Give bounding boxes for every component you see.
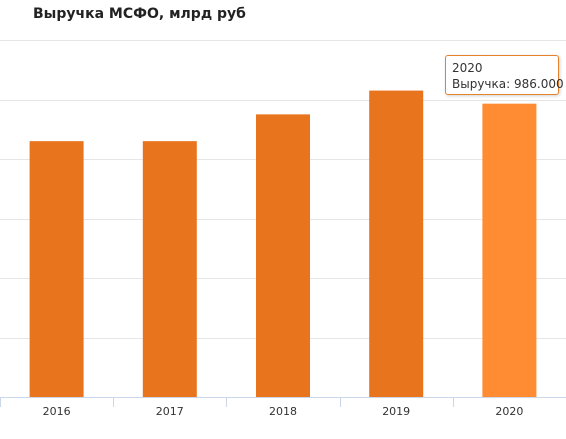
x-axis: 2016 2017 2018 2019 2020	[0, 397, 566, 418]
tooltip-category: 2020	[452, 61, 483, 75]
x-tick-label: 2020	[495, 405, 523, 418]
x-tick-label: 2019	[382, 405, 410, 418]
bar-2019[interactable]	[369, 90, 424, 397]
bar-2020[interactable]	[482, 103, 537, 397]
x-tick-label: 2018	[269, 405, 297, 418]
tooltip-value-line: Выручка: 986.000	[452, 77, 564, 91]
chart-title: Выручка МСФО, млрд руб	[33, 6, 246, 22]
bars	[29, 90, 537, 397]
bar-2017[interactable]	[142, 141, 197, 397]
x-tick-label: 2017	[156, 405, 184, 418]
tooltip-value: 986.000	[513, 77, 564, 91]
x-tick-label: 2016	[43, 405, 71, 418]
tooltip: 2020 Выручка: 986.000	[445, 55, 564, 95]
tooltip-series-label: Выручка	[452, 77, 507, 91]
bar-2018[interactable]	[256, 114, 310, 397]
bar-2016[interactable]	[29, 141, 84, 397]
